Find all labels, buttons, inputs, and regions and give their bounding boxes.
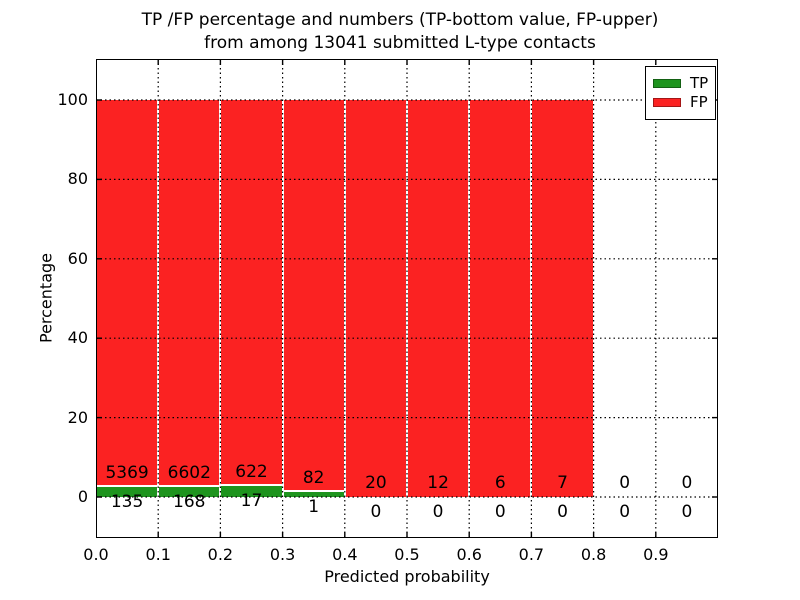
fp-color-swatch [653, 98, 681, 107]
y-tick-label: 40 [67, 328, 88, 348]
fp-bar-segment [159, 100, 220, 488]
y-tick-label: 60 [67, 248, 88, 268]
x-tick-label: 0.5 [394, 545, 420, 564]
x-tick-label: 0.9 [643, 545, 669, 564]
x-axis-label: Predicted probability [324, 567, 490, 586]
x-tick-label: 0.8 [580, 545, 607, 564]
tp-color-swatch [653, 79, 681, 88]
chart-title-line1: TP /FP percentage and numbers (TP-bottom… [141, 10, 659, 30]
x-tick-label: 0.7 [518, 545, 545, 564]
fp-bar-segment [470, 100, 531, 497]
chart-title: TP /FP percentage and numbers (TP-bottom… [0, 9, 800, 55]
y-tick-label: 100 [57, 90, 88, 109]
x-tick-label: 0.6 [456, 545, 482, 564]
x-tick-label: 0.3 [269, 545, 296, 564]
y-tick-label: 20 [67, 407, 88, 427]
y-tick-label: 0 [77, 487, 88, 506]
legend-label-tp: TP [690, 74, 709, 92]
fp-bar-segment [97, 100, 158, 488]
legend: TP FP [645, 66, 716, 120]
legend-label-fp: FP [690, 93, 708, 111]
fp-bar-segment [408, 100, 469, 497]
tp-bar-segment [221, 486, 282, 497]
y-axis-label: Percentage [36, 252, 56, 344]
x-tick-label: 0.4 [332, 545, 358, 564]
legend-entry-tp: TP [653, 75, 715, 92]
x-tick-label: 0.1 [145, 545, 171, 564]
chart-title-line2: from among 13041 submitted L-type contac… [204, 33, 596, 53]
bars-layer [96, 59, 718, 538]
x-tick-label: 0.0 [83, 545, 109, 564]
fp-bar-segment [283, 100, 344, 493]
fp-bar-segment [345, 100, 406, 497]
tp-bar-segment [283, 492, 344, 497]
fp-bar-segment [532, 100, 593, 497]
legend-entry-fp: FP [653, 94, 715, 111]
tp-bar-segment [97, 487, 158, 497]
y-tick-label: 80 [67, 169, 88, 189]
tp-bar-segment [159, 487, 220, 497]
fp-bar-segment [221, 100, 282, 487]
x-tick-label: 0.2 [207, 545, 234, 564]
